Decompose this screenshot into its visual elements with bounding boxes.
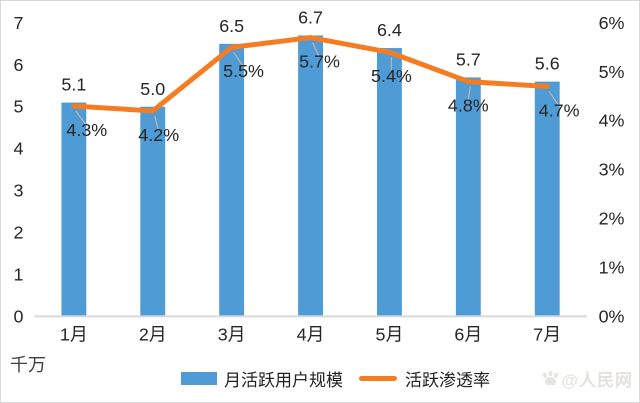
right-axis-tick: 4% <box>599 111 625 131</box>
watermark-text: @人民网 <box>561 371 633 390</box>
penetration-line <box>71 35 550 114</box>
line-value-label: 4.3% <box>66 120 107 140</box>
right-axis-tick: 3% <box>599 160 625 180</box>
label-leader-line <box>467 86 471 100</box>
x-axis-label: 6月 <box>454 324 482 344</box>
line-value-label: 4.7% <box>539 100 580 120</box>
line-value-label: 5.4% <box>371 66 412 86</box>
right-axis-tick: 6% <box>599 13 625 33</box>
bar-6 <box>455 77 481 317</box>
bar-2 <box>140 106 166 317</box>
left-axis-tick: 5 <box>14 97 24 117</box>
legend-line-swatch <box>359 375 397 381</box>
bar-value-label: 6.4 <box>377 20 402 40</box>
right-axis-tick: 5% <box>599 62 625 82</box>
bar-value-label: 5.7 <box>456 49 481 69</box>
left-axis-tick: 2 <box>14 223 24 243</box>
bar-5 <box>377 48 402 317</box>
bar-value-label: 5.1 <box>61 75 86 95</box>
x-axis-label: 3月 <box>218 324 246 344</box>
line-value-label: 4.8% <box>448 95 489 115</box>
x-axis-label: 5月 <box>376 324 404 344</box>
left-axis-tick: 4 <box>14 139 24 159</box>
bar-value-label: 6.5 <box>219 16 244 36</box>
bar-4 <box>298 35 323 317</box>
left-axis-tick: 1 <box>14 264 24 284</box>
right-axis-tick: 1% <box>599 257 625 277</box>
left-axis-unit-label: 千万 <box>10 355 46 375</box>
legend: 月活跃用户规模 活跃渗透率 <box>181 368 490 390</box>
right-axis-tick: 2% <box>599 209 625 229</box>
label-leader-line <box>311 42 320 56</box>
legend-bar-swatch <box>181 371 217 385</box>
label-leader-line <box>548 91 559 105</box>
left-axis-tick: 7 <box>14 13 24 33</box>
legend-line-label: 活跃渗透率 <box>405 370 490 390</box>
bar-1 <box>61 102 87 317</box>
watermark: @人民网 <box>541 366 633 391</box>
label-leader-line <box>233 51 243 66</box>
line-value-label: 4.2% <box>138 125 179 145</box>
bar-7 <box>534 81 560 317</box>
bar-value-label: 5.6 <box>535 54 560 74</box>
legend-bar-label: 月活跃用户规模 <box>224 370 343 390</box>
x-axis-label: 2月 <box>139 324 167 344</box>
label-leader-line <box>154 115 159 130</box>
bar-value-label: 6.7 <box>298 8 323 28</box>
left-axis-tick: 0 <box>14 306 24 326</box>
right-axis-tick: 0% <box>599 306 625 326</box>
x-axis-label: 1月 <box>60 324 88 344</box>
left-axis-tick: 3 <box>14 181 24 201</box>
x-axis-label: 4月 <box>297 324 325 344</box>
x-axis-label: 7月 <box>533 324 561 344</box>
line-value-label: 5.7% <box>299 51 340 71</box>
left-axis-tick: 6 <box>14 55 24 75</box>
label-leader-line <box>75 110 86 125</box>
bar-value-label: 5.0 <box>140 79 165 99</box>
line-value-label: 5.5% <box>223 61 264 81</box>
bar-3 <box>219 43 245 317</box>
baidu-paw-icon <box>541 369 560 388</box>
